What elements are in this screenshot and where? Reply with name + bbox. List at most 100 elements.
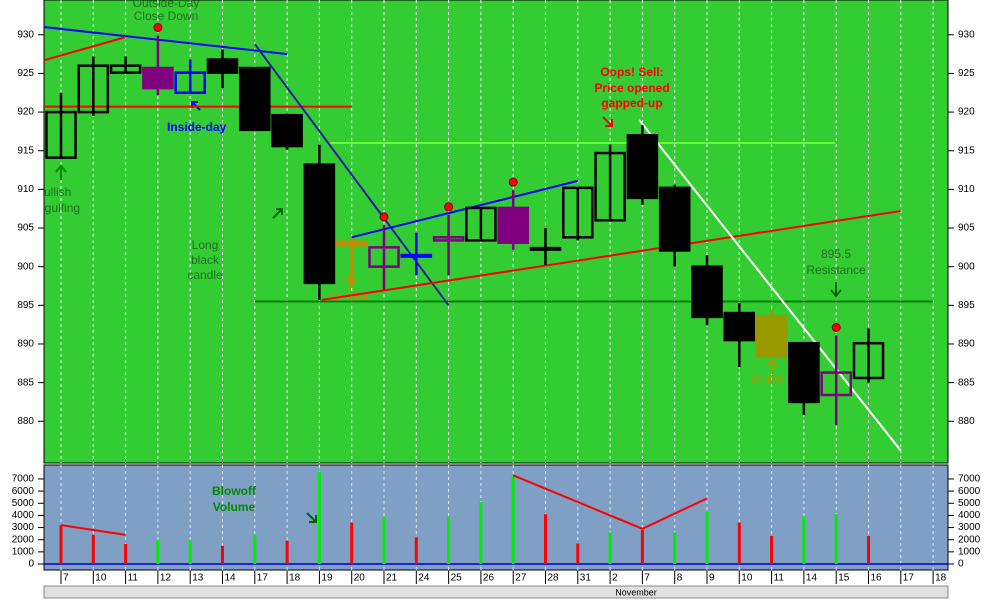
x-tick-label: 26 <box>483 573 495 584</box>
candle-body <box>271 113 303 148</box>
annotation: ID-NR4 <box>751 373 791 387</box>
y-tick-label: 1000 <box>958 546 981 557</box>
candle-body <box>755 314 788 358</box>
y-tick-label: 895 <box>17 300 34 311</box>
y-tick-label: 900 <box>958 261 975 272</box>
y-tick-label: 0 <box>28 559 34 570</box>
volume-bar <box>124 543 128 564</box>
axes: 7 10 11 12 13 14 17 18 19 20 21 24 25 26 27 28 31 2 7 8 9 10 1… <box>12 29 981 584</box>
candle-body <box>820 371 852 397</box>
x-tick-label: 17 <box>903 573 915 584</box>
y-tick-label: 905 <box>958 223 975 234</box>
annotation: Close Down <box>134 9 199 23</box>
trendline <box>60 524 126 536</box>
volume-bar <box>867 536 870 564</box>
y-tick-label: 910 <box>17 184 34 195</box>
candle-body <box>303 163 336 285</box>
x-tick-label: 2 <box>612 573 618 584</box>
month-label: November <box>615 587 657 597</box>
candle-body <box>465 206 497 242</box>
y-tick-label: 900 <box>17 261 34 272</box>
annotation: Price opened <box>594 81 669 95</box>
candle-body <box>562 186 594 239</box>
signal-marker <box>444 202 454 212</box>
volume-grid <box>44 465 948 570</box>
volume-bar <box>91 534 95 564</box>
y-tick-label: 2000 <box>12 534 35 545</box>
annotation: Engulfing <box>30 201 80 215</box>
signal-marker <box>508 177 518 187</box>
y-tick-label: 3000 <box>958 522 981 533</box>
candle-body <box>239 66 271 132</box>
volume-bar <box>576 543 580 564</box>
arrow <box>55 164 67 180</box>
annotation: Inside-day <box>167 120 227 134</box>
x-tick-label: 18 <box>935 573 947 584</box>
volume-bar <box>770 536 774 564</box>
x-tick-label: 11 <box>128 573 139 584</box>
candle-body <box>206 58 239 74</box>
volume-bar <box>705 511 709 564</box>
signal-marker <box>831 322 841 332</box>
x-tick-label: 27 <box>515 573 527 584</box>
x-tick-label: 7 <box>644 573 650 584</box>
resistance-value: 895.5 <box>821 247 851 261</box>
y-tick-label: 5000 <box>12 498 35 509</box>
volume-bar <box>640 529 644 564</box>
signal-marker <box>379 212 389 222</box>
x-tick-label: 14 <box>806 573 818 584</box>
volume-bar <box>285 540 289 564</box>
volume-bar <box>511 475 515 564</box>
volume-plot: Blowoff Volume <box>59 471 870 564</box>
x-tick-label: 7 <box>63 573 69 584</box>
annotation: Blowoff <box>212 484 257 498</box>
y-tick-label: 890 <box>958 339 975 350</box>
volume-bar <box>253 534 257 564</box>
candle-body <box>400 253 433 258</box>
volume-bar <box>479 502 483 564</box>
annotation: black <box>191 253 220 267</box>
y-tick-label: 920 <box>17 107 34 118</box>
annotation: candle <box>187 268 223 282</box>
arrow <box>272 208 283 219</box>
volume-bar <box>382 516 386 564</box>
y-tick-label: 885 <box>958 377 975 388</box>
y-tick-label: 925 <box>958 68 975 79</box>
y-tick-label: 925 <box>17 68 34 79</box>
candle-body <box>109 64 142 74</box>
x-tick-label: 28 <box>548 573 560 584</box>
y-tick-label: 930 <box>17 29 34 40</box>
annotation: Bullish <box>36 185 71 199</box>
y-tick-label: 880 <box>17 416 34 427</box>
x-tick-label: 17 <box>257 573 269 584</box>
candle-body <box>691 265 723 319</box>
arrow <box>602 116 613 127</box>
x-tick-label: 9 <box>709 573 715 584</box>
candle-body <box>723 311 756 342</box>
y-tick-label: 885 <box>17 377 34 388</box>
y-tick-label: 880 <box>958 416 975 427</box>
x-tick-label: 19 <box>321 573 333 584</box>
candle-body <box>788 341 820 404</box>
candle-body <box>626 134 659 200</box>
candle-body <box>594 151 626 222</box>
x-tick-label: 10 <box>95 573 107 584</box>
arrows <box>55 101 842 374</box>
x-tick-label: 11 <box>774 573 785 584</box>
y-tick-label: 890 <box>17 339 34 350</box>
plot: Outside-Day Close Down Inside-day Bullis… <box>30 0 933 452</box>
trendline <box>512 474 708 530</box>
annotation: Outside-Day <box>133 0 200 10</box>
x-tick-label: 18 <box>289 573 301 584</box>
y-tick-label: 5000 <box>958 498 981 509</box>
volume-bar <box>317 471 321 564</box>
volume-bar <box>544 514 547 564</box>
x-tick-label: 8 <box>677 573 683 584</box>
volume-bar <box>221 545 224 564</box>
x-tick-label: 15 <box>838 573 850 584</box>
x-tick-label: 21 <box>386 573 398 584</box>
volume-bar <box>834 514 838 564</box>
y-tick-label: 930 <box>958 29 975 40</box>
y-tick-label: 915 <box>17 145 34 156</box>
